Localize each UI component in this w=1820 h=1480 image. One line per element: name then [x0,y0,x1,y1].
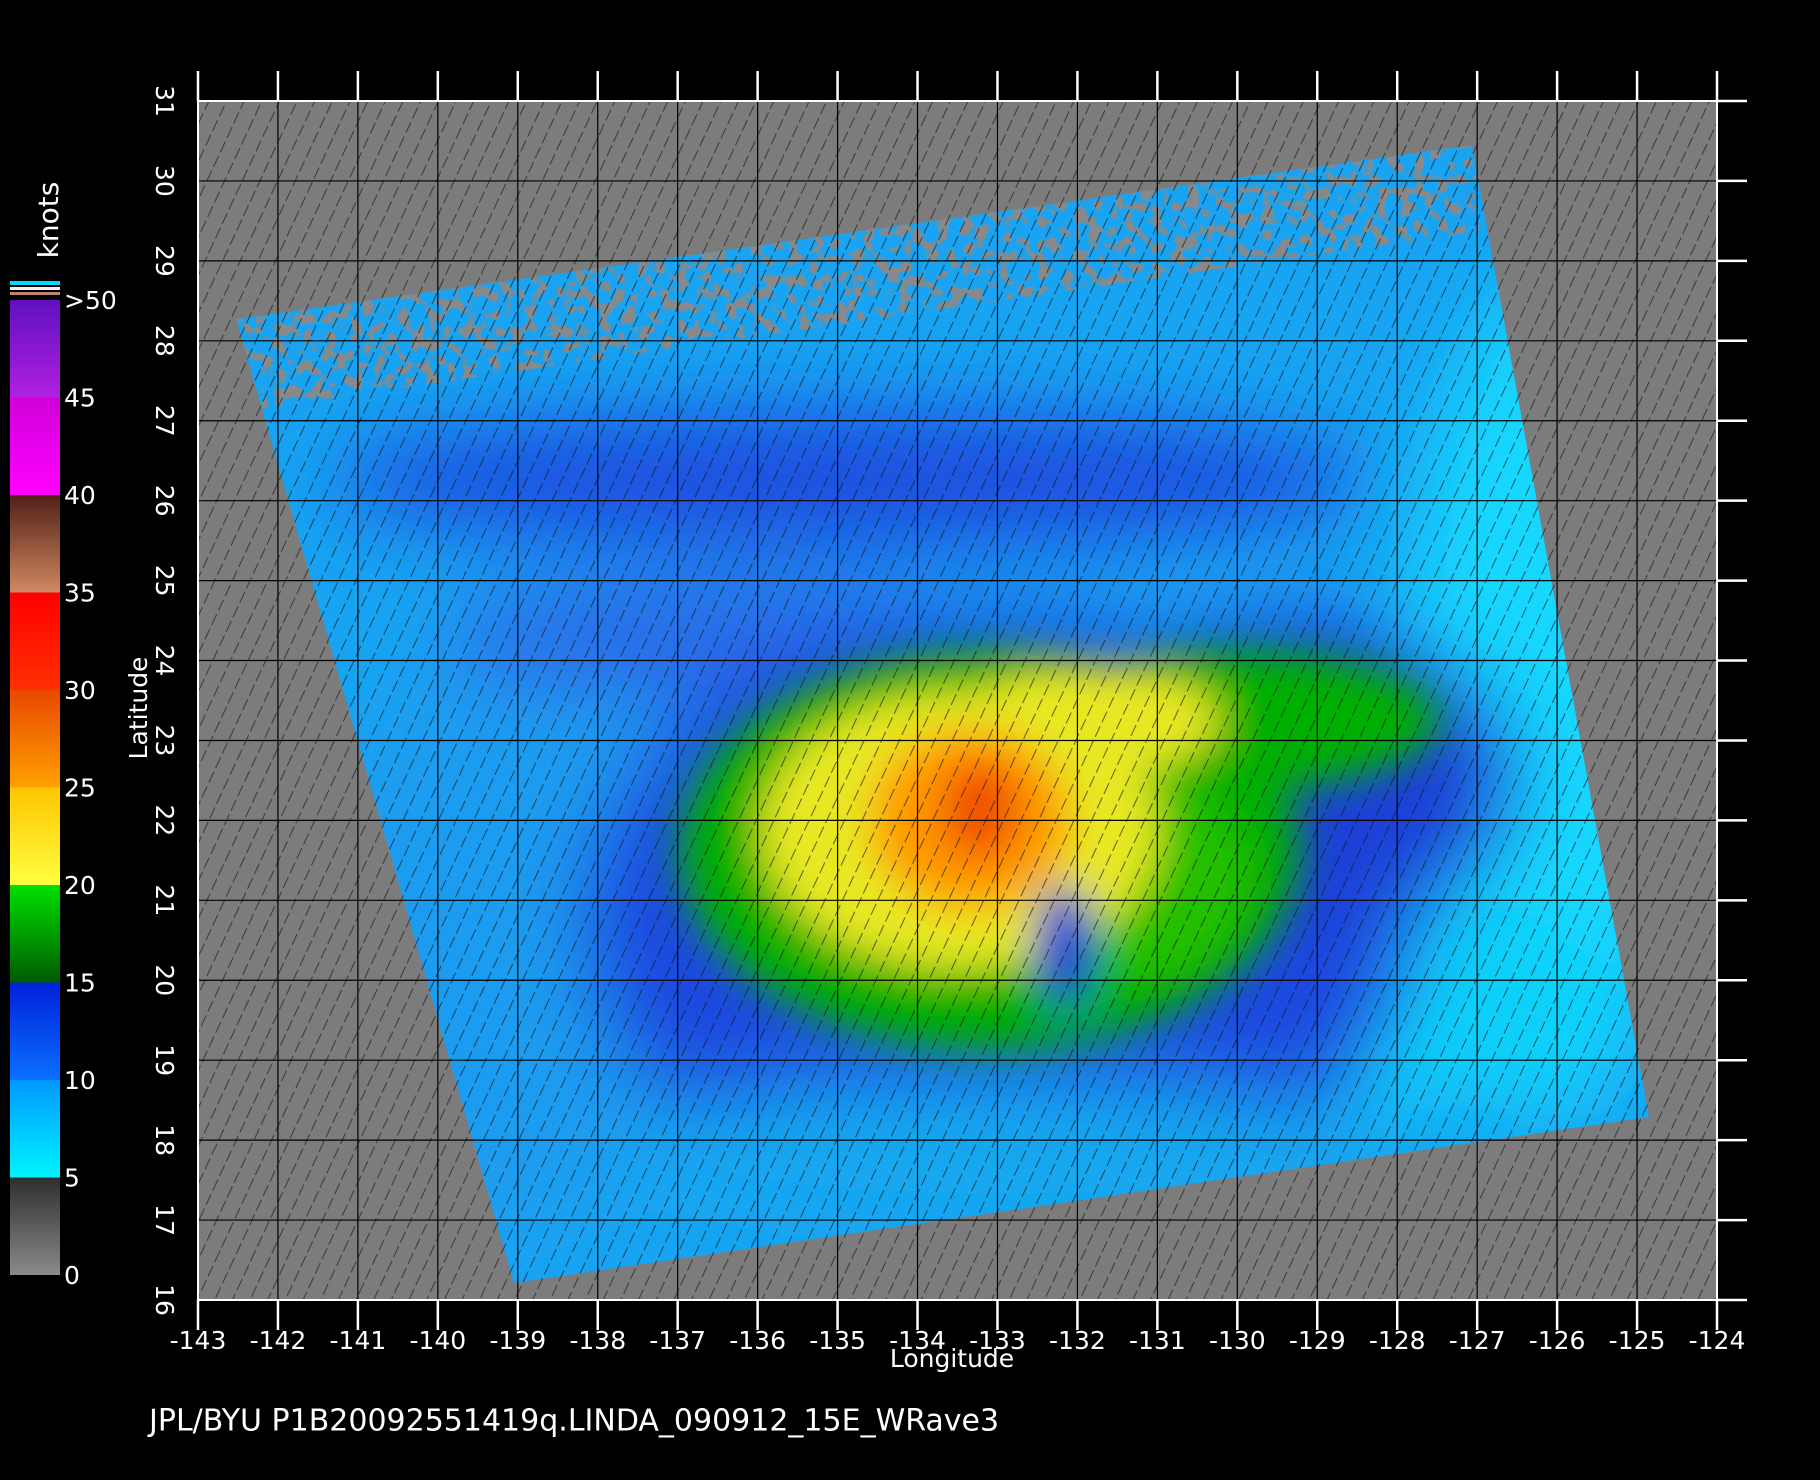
colorbar-tick-label: 20 [64,871,96,900]
colorbar-tick-label: 45 [64,384,96,413]
x-tick-label: -142 [250,1326,307,1355]
y-tick-label: 30 [150,165,179,197]
colorbar-tick-label: 30 [64,676,96,705]
colorbar-tick-label: 15 [64,969,96,998]
y-tick-label: 17 [150,1204,179,1236]
y-tick-label: 28 [150,325,179,357]
colorbar-segment [10,1177,60,1275]
y-tick-label: 29 [150,245,179,277]
colorbar-segment [10,495,60,593]
footer: JPL/BYU P1B20092551419q.LINDA_090912_15E… [147,1404,999,1439]
x-tick-label: -134 [889,1326,946,1355]
x-tick-label: -131 [1129,1326,1186,1355]
y-tick-label: 25 [150,565,179,597]
y-tick-label: 18 [150,1124,179,1156]
y-tick-label: 16 [150,1284,179,1316]
x-tick-label: -130 [1209,1326,1266,1355]
colorbar-segment [10,690,60,788]
x-tick-label: -140 [409,1326,466,1355]
x-tick-label: -129 [1289,1326,1346,1355]
x-axis-label: Longitude [890,1344,1014,1373]
y-tick-label: 26 [150,485,179,517]
wind-barbs [198,101,1717,1300]
colorbar-label: knots [32,182,65,259]
x-tick-label: -132 [1049,1326,1106,1355]
x-tick-label: -138 [569,1326,626,1355]
x-tick-label: -135 [809,1326,866,1355]
x-tick-label: -125 [1609,1326,1666,1355]
colorbar-tick-label: 5 [64,1164,80,1193]
y-tick-label: 22 [150,804,179,836]
y-tick-label: 23 [150,725,179,757]
colorbar-tick-label: 10 [64,1066,96,1095]
x-tick-label: -128 [1369,1326,1426,1355]
colorbar-segment [10,982,60,1080]
x-tick-label: -143 [170,1326,227,1355]
colorbar-segment [10,397,60,495]
x-tick-label: -141 [330,1326,387,1355]
colorbar-segment [10,885,60,983]
colorbar-tick-label: >50 [64,286,117,315]
plot-frame [197,100,1718,1301]
x-tick-label: -136 [729,1326,786,1355]
colorbar-tick-label: 40 [64,481,96,510]
y-axis-label: Latitude [124,657,153,760]
colorbar-tick-label: 0 [64,1261,80,1290]
y-tick-label: 31 [150,85,179,117]
y-tick-label: 20 [150,964,179,996]
colorbar-cap [10,287,60,290]
colorbar-cap [10,281,60,285]
x-tick-label: -126 [1529,1326,1586,1355]
axes: -143 -142 -141 -140 -139 -138 -137 -136 -135 -134… [150,71,1747,1355]
x-tick-label: -139 [489,1326,546,1355]
x-tick-label: -133 [969,1326,1026,1355]
colorbar-segment [10,300,60,398]
y-tick-label: 27 [150,405,179,437]
y-tick-label: 21 [150,884,179,916]
x-tick-label: -137 [649,1326,706,1355]
y-tick-label: 19 [150,1044,179,1076]
colorbar-segment [10,592,60,690]
x-tick-label: -127 [1449,1326,1506,1355]
x-tick-label: -124 [1689,1326,1746,1355]
colorbar-segment [10,787,60,885]
colorbar-cap [10,292,60,295]
colorbar-segment [10,1080,60,1178]
y-tick-label: 24 [150,645,179,677]
colorbar-tick-label: 25 [64,774,96,803]
colorbar-tick-label: 35 [64,579,96,608]
